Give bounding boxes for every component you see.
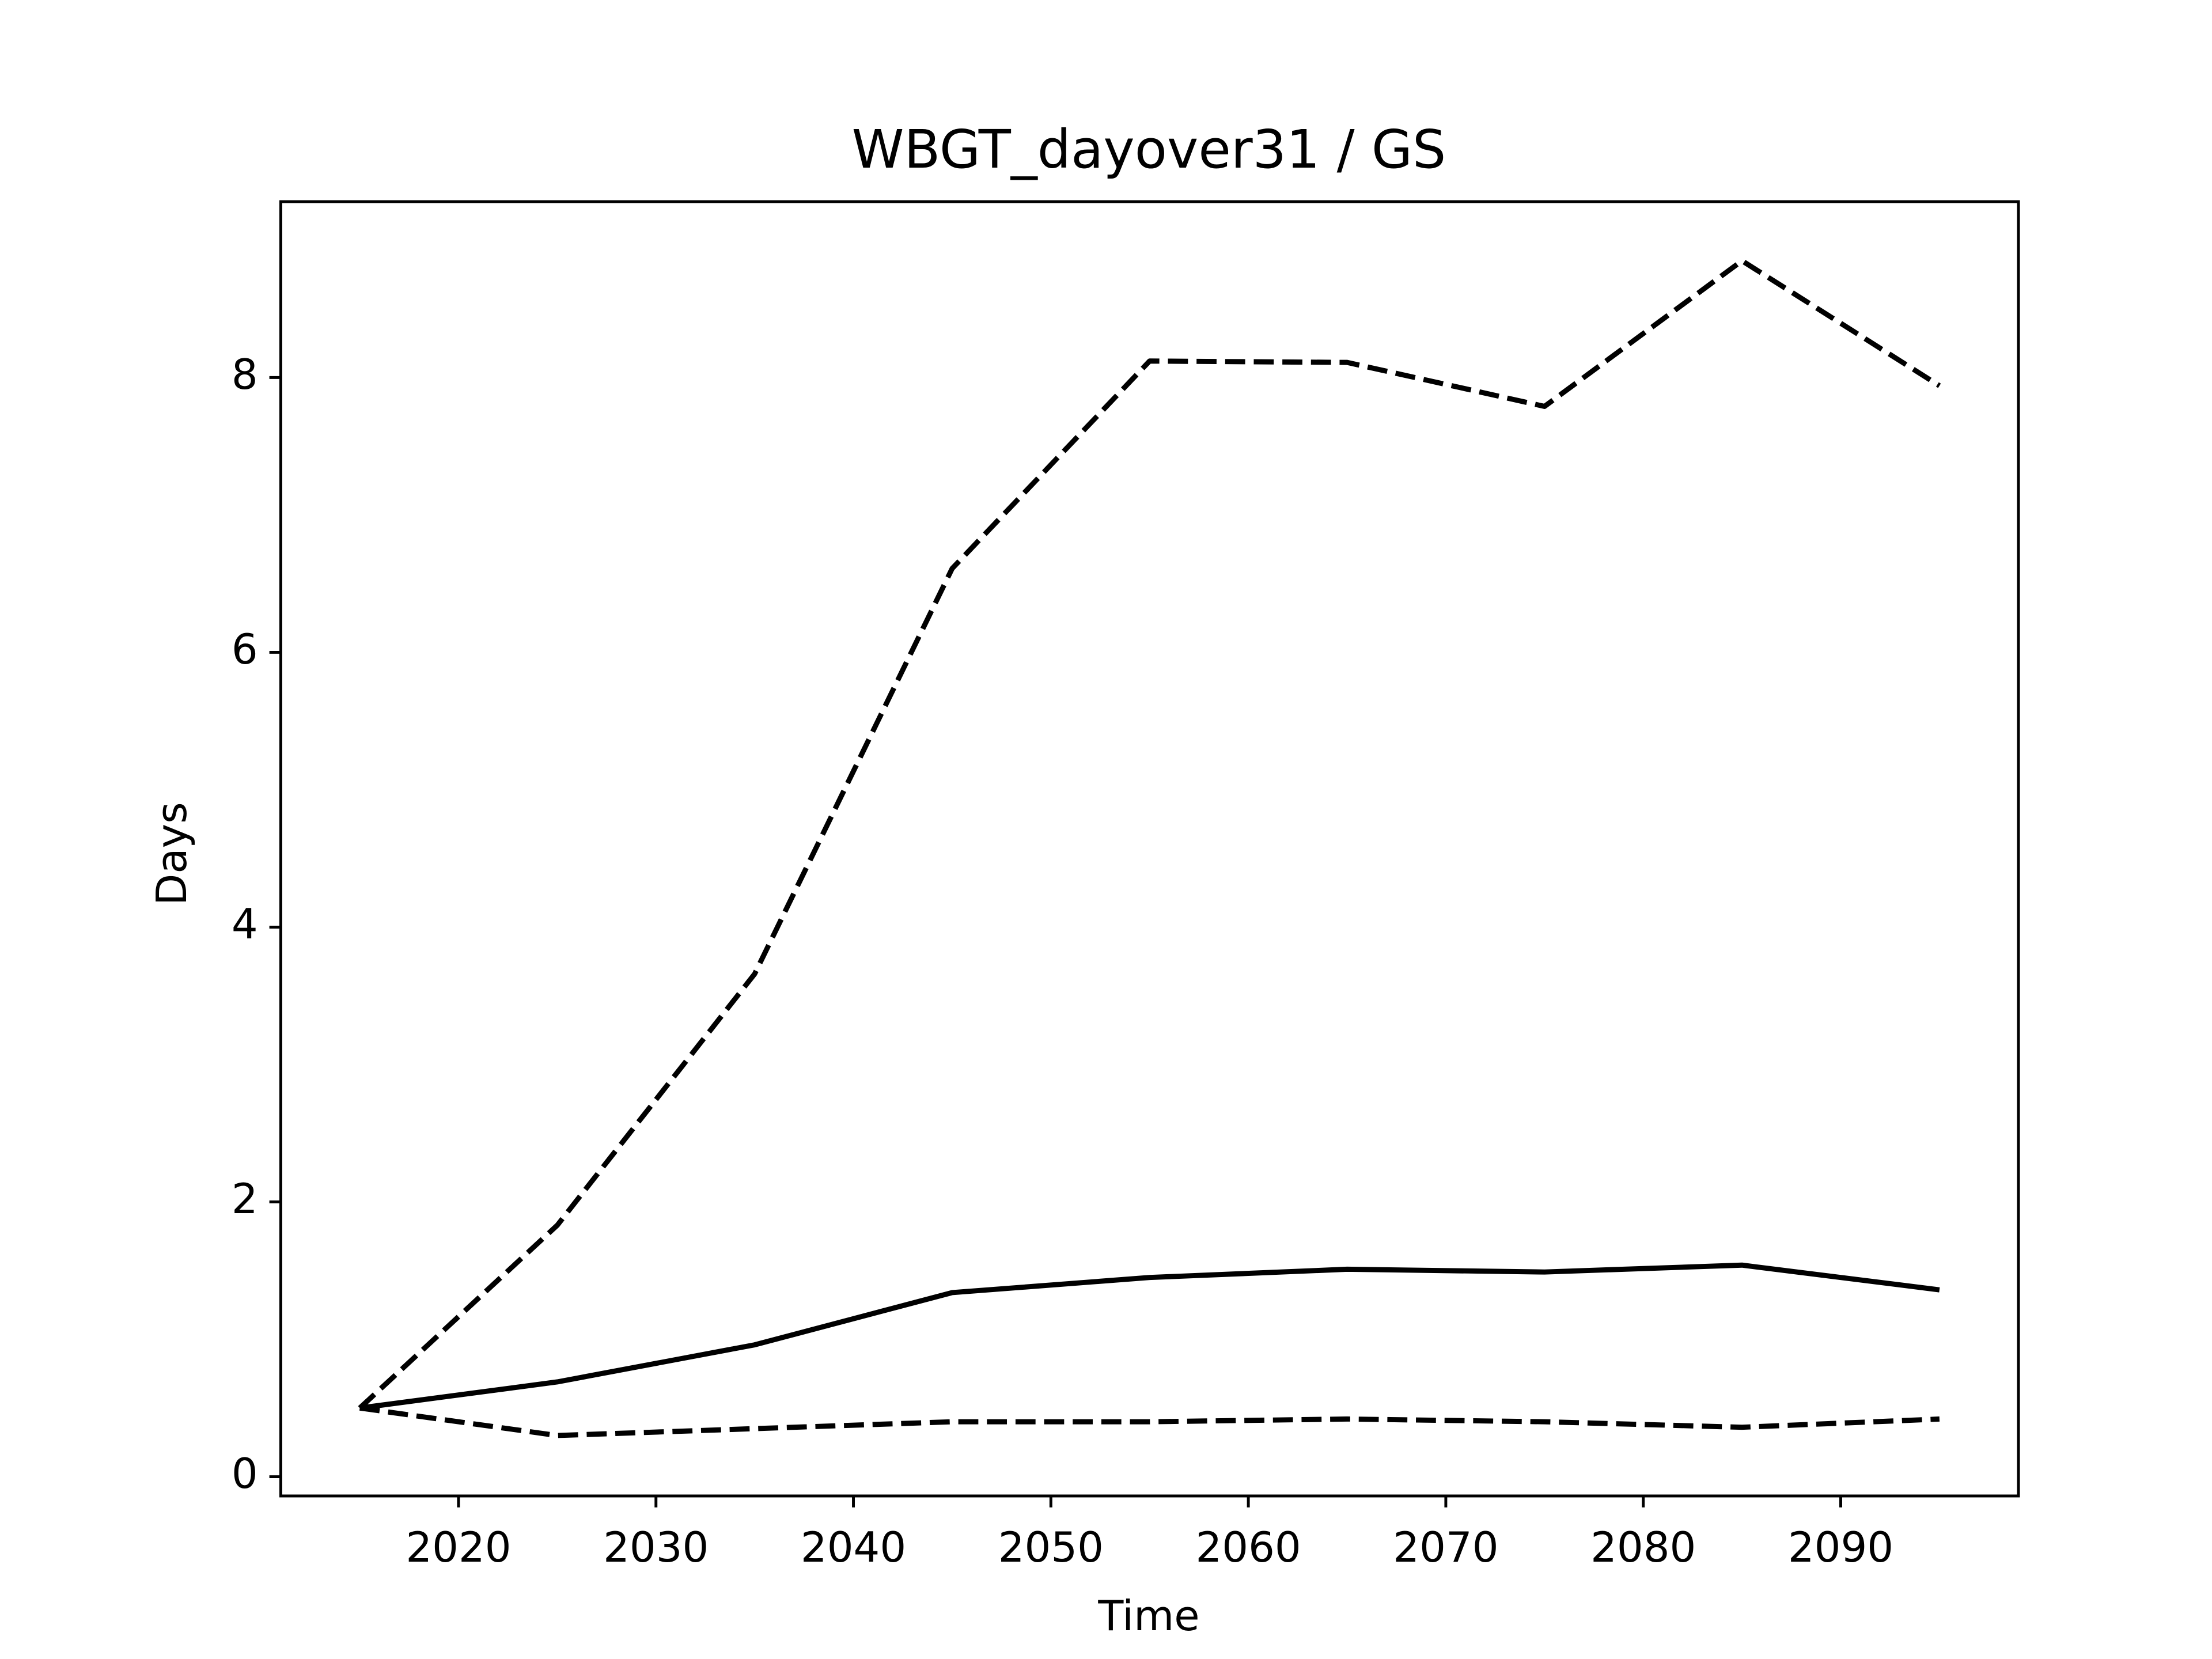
x-tick-label: 2060 bbox=[1196, 1523, 1301, 1571]
chart-title: WBGT_dayover31 / GS bbox=[852, 119, 1446, 180]
x-tick-label: 2080 bbox=[1590, 1523, 1696, 1571]
y-axis-label: Days bbox=[147, 802, 196, 906]
y-tick-label: 6 bbox=[232, 625, 258, 673]
x-tick-label: 2070 bbox=[1393, 1523, 1498, 1571]
x-tick-label: 2050 bbox=[998, 1523, 1104, 1571]
y-tick-label: 4 bbox=[232, 900, 258, 948]
y-tick-label: 8 bbox=[232, 350, 258, 399]
x-tick-label: 2040 bbox=[801, 1523, 906, 1571]
line-series bbox=[358, 258, 1941, 1410]
x-axis-label: Time bbox=[1097, 1592, 1199, 1640]
x-tick-label: 2090 bbox=[1788, 1523, 1893, 1571]
y-tick-label: 2 bbox=[232, 1175, 258, 1223]
x-tick-label: 2030 bbox=[603, 1523, 709, 1571]
line-series bbox=[359, 1405, 1940, 1438]
line-series bbox=[359, 1262, 1940, 1411]
plot-frame bbox=[279, 200, 2020, 1498]
x-tick-label: 2020 bbox=[406, 1523, 511, 1571]
y-tick-label: 0 bbox=[232, 1449, 258, 1498]
